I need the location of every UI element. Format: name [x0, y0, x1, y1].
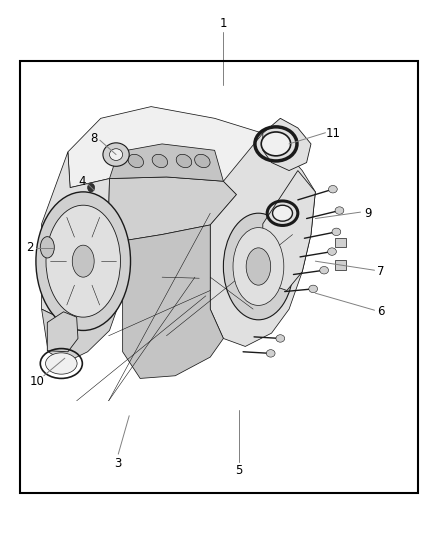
- Polygon shape: [47, 312, 78, 352]
- Ellipse shape: [309, 285, 318, 293]
- Ellipse shape: [320, 266, 328, 274]
- Polygon shape: [68, 107, 285, 188]
- Ellipse shape: [266, 350, 275, 357]
- FancyBboxPatch shape: [335, 260, 346, 270]
- Polygon shape: [210, 133, 315, 346]
- Ellipse shape: [276, 335, 285, 342]
- Ellipse shape: [261, 132, 291, 156]
- Ellipse shape: [335, 207, 344, 214]
- Ellipse shape: [128, 155, 144, 167]
- Text: 7: 7: [377, 265, 385, 278]
- Ellipse shape: [103, 143, 129, 166]
- Text: 5: 5: [235, 464, 242, 477]
- Ellipse shape: [332, 228, 341, 236]
- Polygon shape: [42, 152, 110, 320]
- Ellipse shape: [46, 205, 120, 317]
- Polygon shape: [263, 118, 311, 171]
- Ellipse shape: [152, 155, 168, 167]
- Text: 10: 10: [30, 375, 45, 387]
- Text: 6: 6: [377, 305, 385, 318]
- Text: 2: 2: [26, 241, 34, 254]
- FancyBboxPatch shape: [335, 238, 346, 247]
- Ellipse shape: [88, 183, 95, 192]
- Ellipse shape: [328, 248, 336, 255]
- Ellipse shape: [328, 185, 337, 193]
- Text: 8: 8: [91, 132, 98, 145]
- Polygon shape: [109, 177, 237, 241]
- Bar: [20, 61, 418, 493]
- Polygon shape: [42, 213, 123, 362]
- Ellipse shape: [40, 237, 54, 258]
- Ellipse shape: [72, 245, 94, 277]
- Ellipse shape: [110, 149, 123, 160]
- Ellipse shape: [272, 205, 293, 221]
- Text: 9: 9: [364, 207, 372, 220]
- Ellipse shape: [223, 213, 293, 320]
- Text: 1: 1: [219, 18, 227, 30]
- Ellipse shape: [246, 248, 271, 285]
- Text: 11: 11: [325, 127, 340, 140]
- Polygon shape: [123, 225, 223, 378]
- Text: 3: 3: [115, 457, 122, 470]
- Text: 4: 4: [78, 175, 86, 188]
- Polygon shape: [110, 144, 223, 181]
- Ellipse shape: [176, 155, 192, 167]
- Ellipse shape: [36, 192, 131, 330]
- Ellipse shape: [46, 353, 77, 374]
- Ellipse shape: [194, 155, 210, 167]
- Ellipse shape: [233, 228, 284, 305]
- Polygon shape: [263, 171, 315, 290]
